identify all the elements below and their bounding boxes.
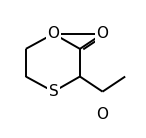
Text: S: S — [49, 84, 58, 99]
Text: O: O — [47, 26, 60, 41]
Text: O: O — [97, 26, 108, 41]
Text: O: O — [97, 107, 108, 122]
